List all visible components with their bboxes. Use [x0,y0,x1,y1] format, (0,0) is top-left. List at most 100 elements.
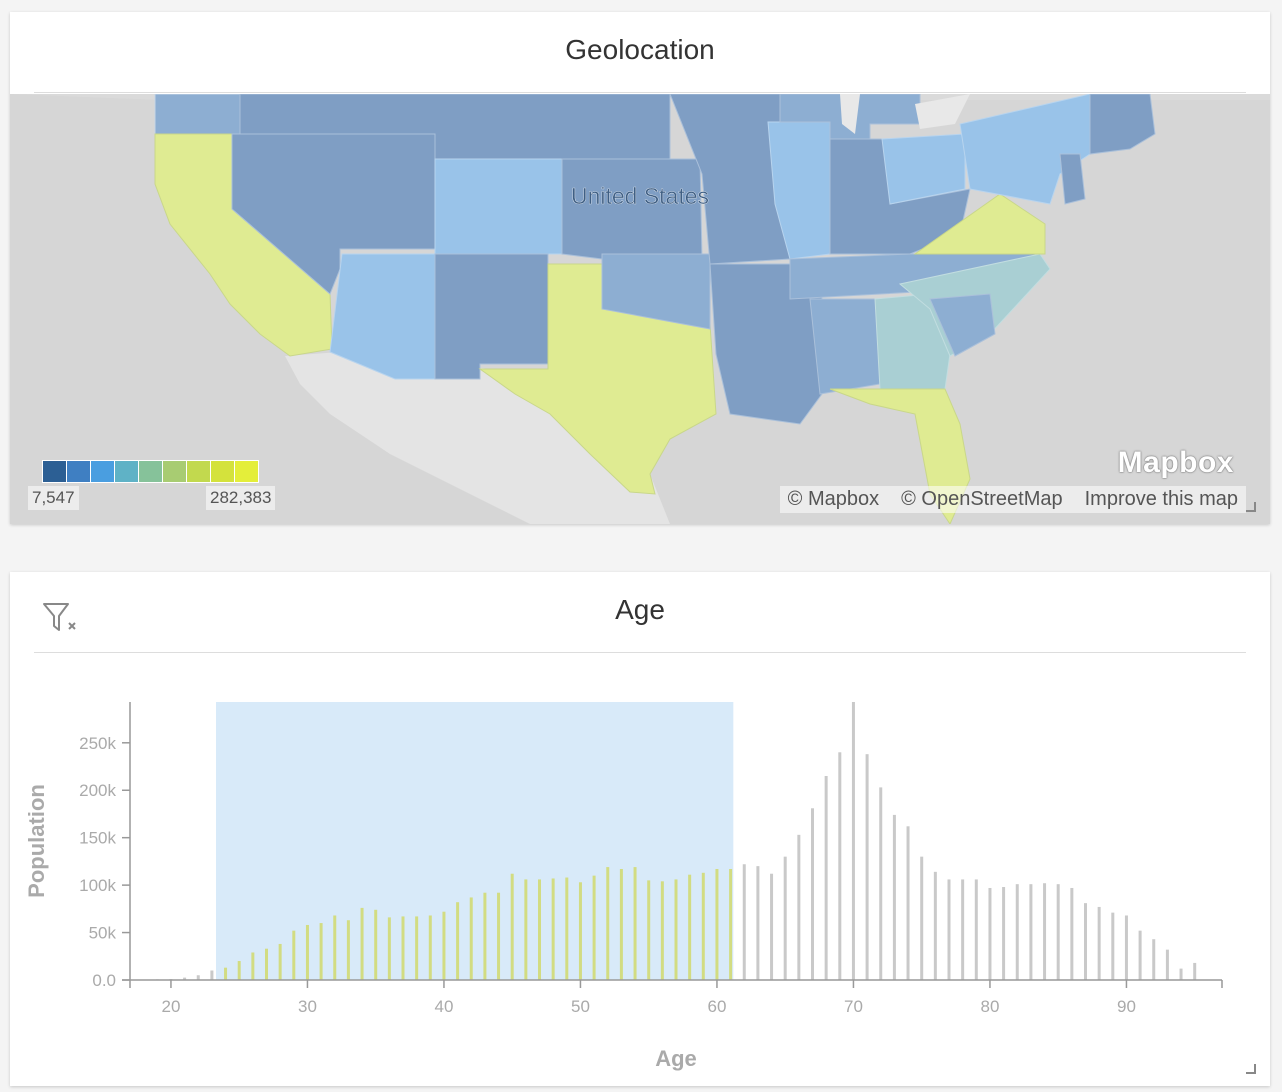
histogram-bar [224,967,228,980]
x-tick-label: 90 [1117,997,1136,1016]
histogram-bar [742,864,746,980]
histogram-bar [1029,884,1033,980]
color-legend [42,460,259,483]
histogram-bar [715,868,719,980]
histogram-bar [824,776,828,980]
histogram-bar [497,892,501,980]
histogram-bar [851,702,855,980]
state-new-mexico [434,253,549,380]
resize-handle-icon[interactable] [1246,502,1256,512]
state-south-carolina [929,293,996,357]
histogram-bar [1015,884,1019,980]
histogram-bar [892,814,896,980]
histogram-bar [933,871,937,980]
histogram-bar [619,868,623,980]
histogram-bar [1084,903,1087,980]
histogram-bar [237,961,241,980]
histogram-bar [415,916,419,980]
histogram-bar [756,866,760,980]
age-panel: Age 0.0 50k 100k 150k 200k 250k 20 30 40 50 60 70 80… [10,572,1270,1086]
histogram-bar [278,943,282,980]
geolocation-title: Geolocation [565,34,715,65]
histogram-bar [210,970,214,980]
geolocation-panel: Geolocation [10,12,1270,524]
legend-swatch-1 [67,461,91,482]
histogram-bar [319,923,323,980]
histogram-bar [456,902,460,980]
histogram-bar [961,879,965,980]
legend-swatch-6 [187,461,211,482]
histogram-bar [1111,912,1115,980]
histogram-bar [1070,887,1074,980]
title-divider [34,652,1246,653]
histogram-bar [551,878,555,980]
histogram-bar [906,826,910,980]
choropleth-map[interactable]: United States 7,547 282,383 Mapbox © Map… [10,94,1270,524]
y-tick-label: 0.0 [92,971,116,990]
histogram-bar [483,892,487,980]
histogram-bar [688,874,692,980]
histogram-bar [292,930,296,980]
histogram-bar [538,879,541,980]
histogram-bar [660,881,664,980]
filter-clear-icon[interactable] [42,596,82,636]
histogram-bar [374,909,378,980]
y-tick-label: 100k [79,876,116,895]
state-alabama-mississippi [809,298,881,395]
great-lakes [840,94,970,134]
histogram-bar [428,915,432,980]
state-oklahoma-kansas [601,253,711,330]
histogram-bar [401,916,405,980]
title-divider [34,92,1246,93]
x-tick-label: 60 [707,997,726,1016]
x-tick-label: 30 [298,997,317,1016]
state-washington-oregon [154,94,241,135]
histogram-bar [783,856,787,980]
legend-min-label: 7,547 [28,486,79,510]
x-tick-label: 40 [434,997,453,1016]
histogram-bar [674,879,678,980]
y-tick-label: 250k [79,734,116,753]
histogram-bar [988,887,992,980]
histogram-bar [729,868,733,980]
legend-swatch-3 [115,461,139,482]
state-colorado [434,158,563,255]
histogram-bar [592,875,596,980]
legend-swatch-2 [91,461,115,482]
histogram-bar [1124,915,1128,980]
histogram-bar [524,879,528,980]
attribution-osm-link[interactable]: © OpenStreetMap [901,488,1063,510]
state-ohio [881,133,966,205]
histogram-bar [1043,883,1047,980]
histogram-bar [1097,906,1101,980]
state-plains [561,158,703,260]
histogram-bar [974,879,978,980]
x-tick-label: 20 [161,997,180,1016]
histogram-bar [183,977,187,980]
state-new-england [1089,94,1156,155]
histogram-bar [797,834,801,980]
mapbox-logo[interactable]: Mapbox [1117,446,1234,479]
resize-handle-icon[interactable] [1246,1064,1256,1074]
legend-swatch-8 [235,461,258,482]
age-histogram[interactable]: 0.0 50k 100k 150k 200k 250k 20 30 40 50 60 70 80 90 Ag… [10,672,1270,1082]
legend-swatch-4 [139,461,163,482]
histogram-bar [865,754,869,980]
histogram-bar [578,882,582,980]
histogram-bar [947,879,951,980]
histogram-bar [1056,884,1060,980]
improve-map-link[interactable]: Improve this map [1084,488,1238,510]
x-tick-label: 80 [980,997,999,1016]
histogram-bar [1152,939,1156,980]
state-virginia [913,193,1046,255]
histogram-bar [251,952,255,980]
histogram-bar [510,873,514,980]
attribution-mapbox-link[interactable]: © Mapbox [787,488,880,510]
map-attribution: © Mapbox © OpenStreetMap Improve this ma… [779,486,1246,513]
histogram-bar [442,911,446,980]
histogram-bar [606,867,610,980]
legend-swatch-7 [211,461,235,482]
country-label: United States [571,183,709,209]
histogram-bar [633,867,637,980]
histogram-bar [1193,962,1197,980]
